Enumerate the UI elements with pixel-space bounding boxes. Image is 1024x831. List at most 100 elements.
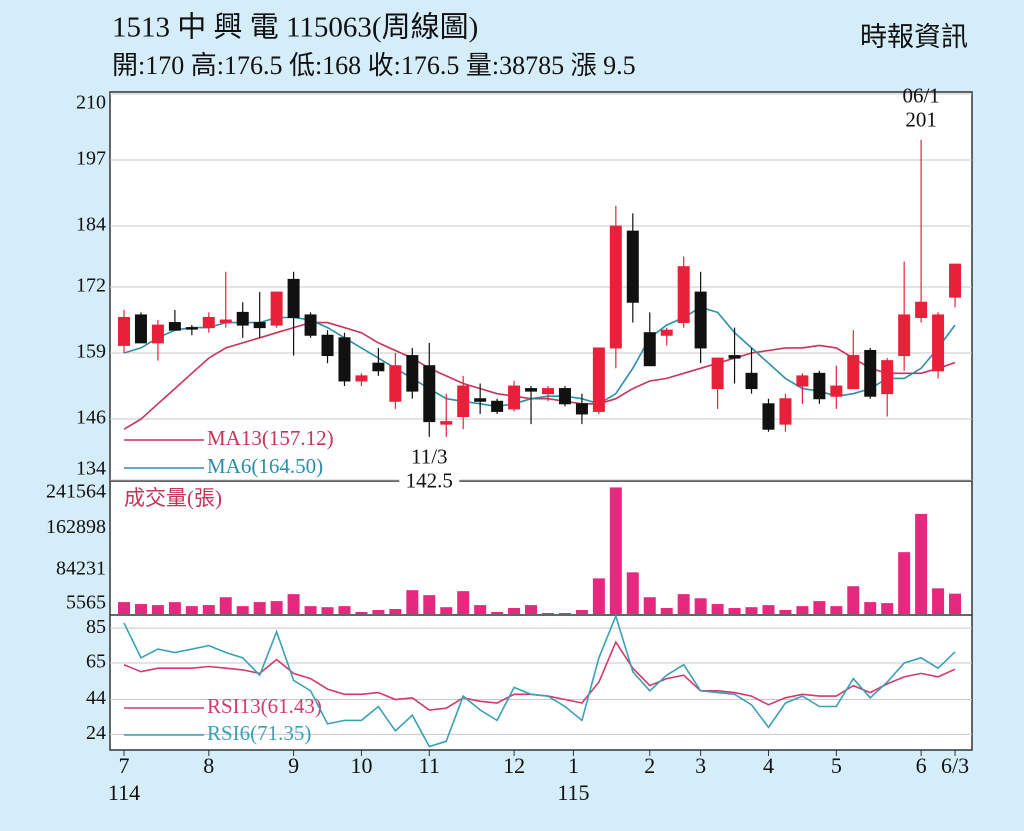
volume-bar bbox=[626, 572, 639, 614]
legend-label: RSI13(61.43) bbox=[207, 694, 322, 718]
volume-bar bbox=[372, 610, 385, 614]
candle-body bbox=[745, 372, 758, 390]
volume-bar bbox=[542, 613, 554, 614]
volume-bar bbox=[762, 605, 775, 614]
volume-bar bbox=[134, 604, 147, 614]
volume-bar bbox=[932, 588, 945, 614]
volume-bar bbox=[440, 607, 453, 614]
volume-bar bbox=[491, 612, 504, 614]
candle-body bbox=[711, 357, 724, 390]
candle-body bbox=[202, 316, 215, 329]
volume-bar bbox=[677, 594, 690, 614]
y-tick-label: 5565 bbox=[66, 592, 106, 614]
candle-body bbox=[932, 314, 945, 372]
volume-bar bbox=[592, 578, 605, 614]
candle-body bbox=[253, 322, 266, 329]
x-tick-label: 9 bbox=[288, 753, 299, 778]
candle-body bbox=[542, 388, 554, 395]
volume-bar bbox=[355, 612, 368, 614]
volume-bar bbox=[796, 606, 809, 614]
volume-bar bbox=[202, 605, 215, 614]
volume-bar bbox=[864, 602, 877, 614]
candle-body bbox=[525, 388, 538, 392]
candle-body bbox=[118, 316, 130, 346]
plot-area bbox=[109, 91, 973, 751]
candle-body bbox=[151, 324, 164, 344]
legend-label: RSI6(71.35) bbox=[207, 721, 311, 745]
volume-bar bbox=[219, 597, 232, 614]
candle-body bbox=[270, 291, 283, 326]
candle-body bbox=[762, 403, 775, 430]
candle-body bbox=[677, 266, 690, 324]
volume-bar bbox=[779, 610, 792, 614]
y-tick-label: 24 bbox=[86, 722, 106, 744]
volume-bar bbox=[474, 605, 487, 614]
volume-bar bbox=[898, 552, 911, 614]
volume-bar bbox=[253, 602, 266, 614]
y-tick-label: 134 bbox=[76, 458, 106, 480]
year-label: 114 bbox=[108, 780, 140, 805]
y-tick-label: 146 bbox=[76, 407, 106, 429]
candle-body bbox=[389, 365, 402, 402]
line-series bbox=[123, 321, 956, 430]
volume-bar bbox=[185, 606, 198, 614]
candle-body bbox=[915, 301, 928, 318]
candle-body bbox=[185, 327, 198, 330]
x-tick-label: 3 bbox=[695, 753, 706, 778]
candle-body bbox=[355, 375, 368, 382]
candle-body bbox=[864, 349, 877, 397]
x-tick-label: 6 bbox=[916, 753, 927, 778]
volume-bar bbox=[287, 594, 300, 614]
volume-bar bbox=[321, 607, 334, 614]
y-tick-label: 159 bbox=[76, 341, 106, 363]
x-tick-label: 5 bbox=[831, 753, 842, 778]
volume-bar bbox=[525, 605, 538, 614]
y-tick-label: 162898 bbox=[46, 516, 106, 538]
candle-body bbox=[813, 372, 826, 400]
candle-body bbox=[134, 314, 147, 344]
y-tick-label: 84231 bbox=[56, 557, 106, 579]
x-tick-label: 6/3 bbox=[941, 753, 969, 778]
candle-body bbox=[558, 388, 571, 405]
candle-body bbox=[168, 322, 181, 331]
volume-bar bbox=[168, 602, 181, 614]
candle-body bbox=[491, 400, 504, 412]
volume-bar bbox=[558, 613, 571, 614]
volume-bar bbox=[847, 586, 860, 614]
y-tick-label: 172 bbox=[76, 275, 106, 297]
candle-body bbox=[796, 375, 809, 387]
legend-label: MA6(164.50) bbox=[207, 454, 323, 478]
volume-bar bbox=[118, 602, 130, 614]
volume-bar bbox=[406, 590, 419, 614]
y-tick-label: 184 bbox=[76, 214, 106, 236]
source: 時報資訊 bbox=[860, 22, 968, 52]
volume-bar bbox=[270, 601, 283, 614]
candle-body bbox=[626, 230, 639, 303]
volume-bar bbox=[728, 608, 741, 614]
candle-body bbox=[694, 291, 707, 349]
volume-bar bbox=[508, 608, 521, 614]
candle-body bbox=[287, 278, 300, 318]
x-tick-label: 11 bbox=[419, 753, 440, 778]
volume-bar bbox=[745, 607, 758, 614]
chart-title: 1513 中 興 電 115063(周線圖) bbox=[112, 11, 478, 44]
x-tick-label: 7 bbox=[119, 753, 130, 778]
year-label: 115 bbox=[557, 780, 589, 805]
y-tick-label: 197 bbox=[76, 148, 106, 170]
y-tick-label: 44 bbox=[86, 687, 106, 709]
candle-body bbox=[406, 355, 419, 392]
candle-body bbox=[779, 398, 792, 425]
candle-body bbox=[575, 403, 588, 415]
candle-body bbox=[643, 332, 656, 367]
volume-bar bbox=[236, 606, 249, 614]
candle-body bbox=[457, 385, 470, 418]
volume-bar bbox=[949, 593, 962, 614]
volume-bar bbox=[660, 608, 673, 614]
candle-body bbox=[372, 362, 385, 372]
annotation-value: 142.5 bbox=[406, 469, 453, 493]
y-tick-label: 241564 bbox=[46, 481, 106, 503]
candle-body bbox=[660, 329, 673, 336]
x-tick-label: 12 bbox=[503, 753, 525, 778]
